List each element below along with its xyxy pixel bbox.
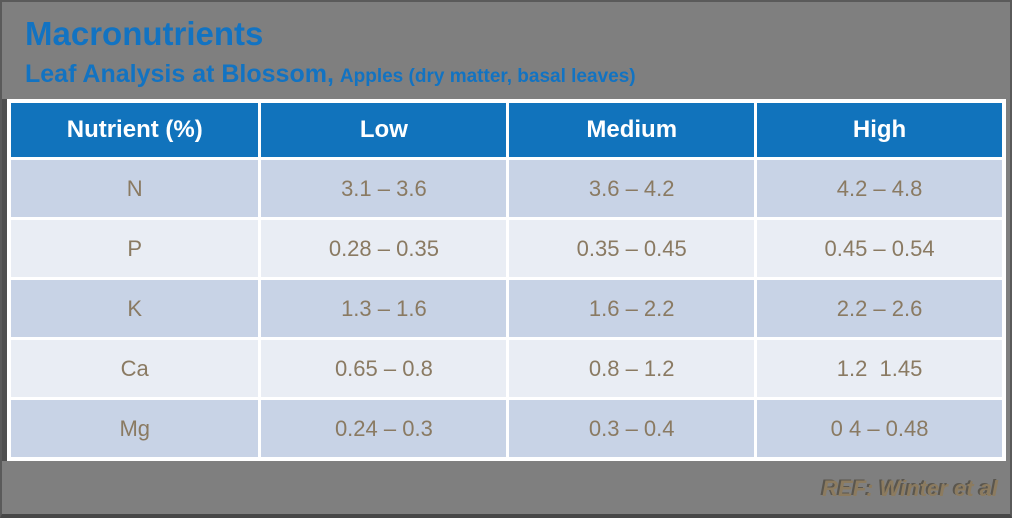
table-row: Mg 0.24 – 0.3 0.3 – 0.4 0 4 – 0.48: [11, 400, 1002, 457]
cell-low: 1.3 – 1.6: [261, 280, 507, 337]
nutrient-table: Nutrient (%) Low Medium High N 3.1 – 3.6…: [8, 100, 1005, 460]
cell-medium: 0.35 – 0.45: [509, 220, 755, 277]
page-title: Macronutrients: [25, 15, 264, 52]
cell-nutrient: N: [11, 160, 259, 217]
column-header-high: High: [757, 103, 1002, 157]
cell-high: 2.2 – 2.6: [757, 280, 1002, 337]
cell-low: 3.1 – 3.6: [261, 160, 507, 217]
table-row: K 1.3 – 1.6 1.6 – 2.2 2.2 – 2.6: [11, 280, 1002, 337]
column-header-nutrient: Nutrient (%): [11, 103, 259, 157]
subtitle-primary: Leaf Analysis at Blossom,: [25, 60, 334, 88]
column-header-low: Low: [261, 103, 507, 157]
cell-high: 4.2 – 4.8: [757, 160, 1002, 217]
cell-high: 0 4 – 0.48: [757, 400, 1002, 457]
cell-high: 1.2 1.45: [757, 340, 1002, 397]
cell-low: 0.28 – 0.35: [261, 220, 507, 277]
cell-low: 0.24 – 0.3: [261, 400, 507, 457]
cell-medium: 1.6 – 2.2: [509, 280, 755, 337]
cell-nutrient: Mg: [11, 400, 259, 457]
table-header-row: Nutrient (%) Low Medium High: [11, 103, 1002, 157]
nutrient-table-frame: Nutrient (%) Low Medium High N 3.1 – 3.6…: [2, 99, 1006, 461]
cell-nutrient: P: [11, 220, 259, 277]
table-row: N 3.1 – 3.6 3.6 – 4.2 4.2 – 4.8: [11, 160, 1002, 217]
page-subtitle: Leaf Analysis at Blossom, Apples (dry mat…: [25, 60, 636, 89]
cell-low: 0.65 – 0.8: [261, 340, 507, 397]
column-header-medium: Medium: [509, 103, 755, 157]
table-row: P 0.28 – 0.35 0.35 – 0.45 0.45 – 0.54: [11, 220, 1002, 277]
cell-medium: 3.6 – 4.2: [509, 160, 755, 217]
cell-medium: 0.3 – 0.4: [509, 400, 755, 457]
cell-nutrient: K: [11, 280, 259, 337]
table-row: Ca 0.65 – 0.8 0.8 – 1.2 1.2 1.45: [11, 340, 1002, 397]
reference-citation: REF: Winter et al: [822, 476, 998, 501]
subtitle-secondary: Apples (dry matter, basal leaves): [339, 66, 636, 87]
cell-medium: 0.8 – 1.2: [509, 340, 755, 397]
cell-nutrient: Ca: [11, 340, 259, 397]
cell-high: 0.45 – 0.54: [757, 220, 1002, 277]
